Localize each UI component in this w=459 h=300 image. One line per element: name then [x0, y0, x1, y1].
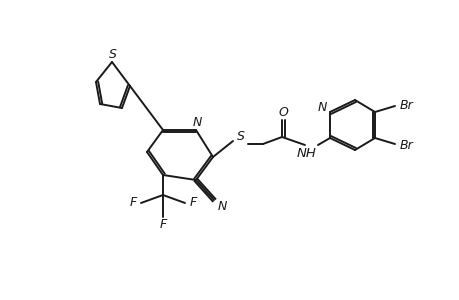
Text: Br: Br [399, 139, 413, 152]
Text: NH: NH [297, 146, 316, 160]
Text: F: F [159, 218, 166, 232]
Text: S: S [236, 130, 244, 142]
Text: N: N [317, 100, 326, 113]
Text: N: N [217, 200, 226, 212]
Text: Br: Br [399, 98, 413, 112]
Text: F: F [129, 196, 136, 209]
Text: S: S [109, 47, 117, 61]
Text: N: N [192, 116, 201, 128]
Text: F: F [189, 196, 196, 209]
Text: O: O [277, 106, 287, 118]
